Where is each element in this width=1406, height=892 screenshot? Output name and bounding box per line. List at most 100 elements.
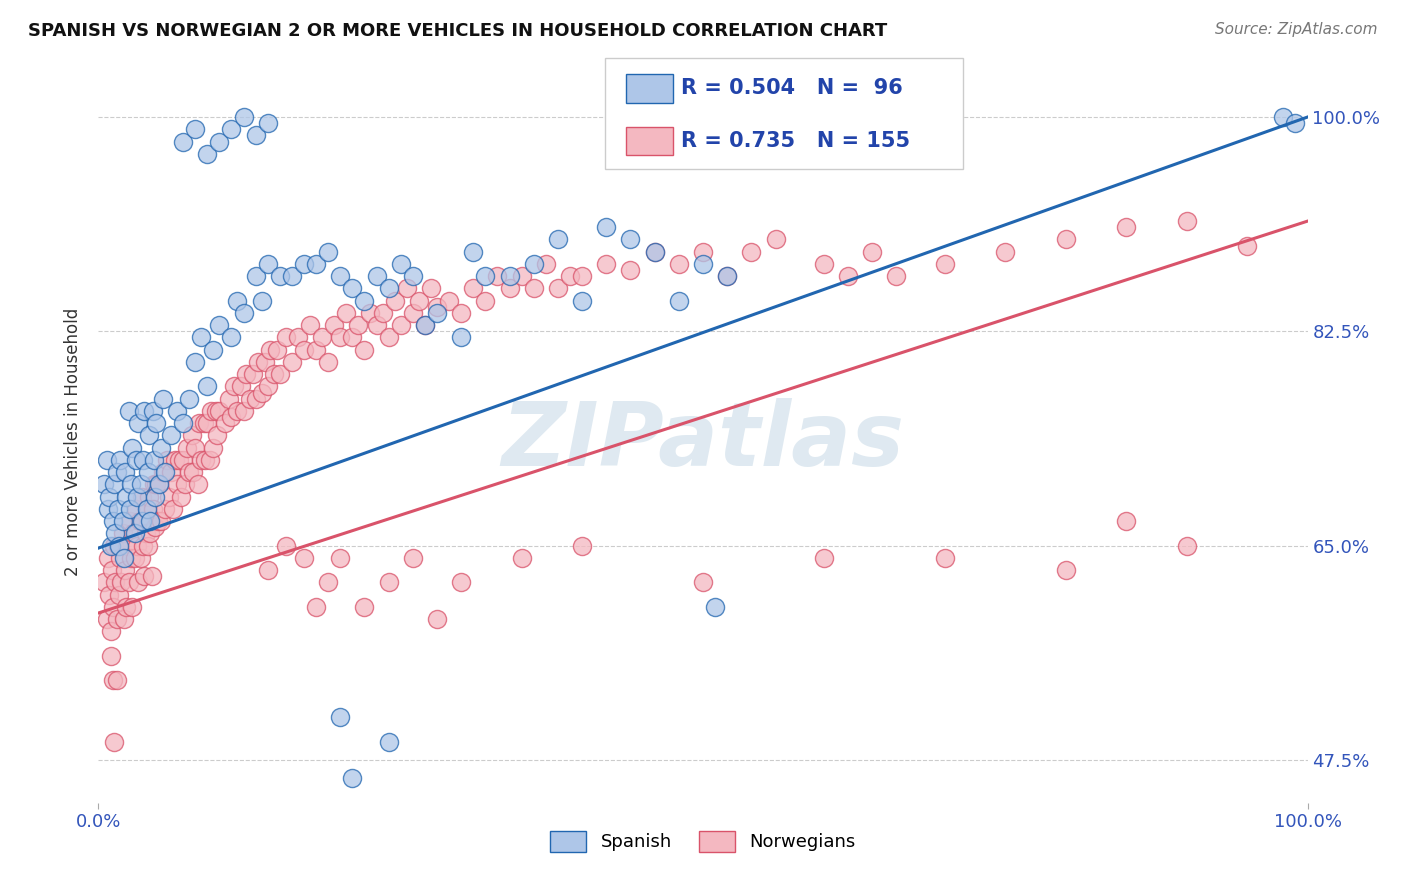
Point	[269, 367, 291, 381]
Point	[181, 465, 204, 479]
Point	[371, 306, 394, 320]
Point	[226, 404, 249, 418]
Point	[571, 269, 593, 284]
Point	[644, 244, 666, 259]
Point	[256, 379, 278, 393]
Point	[114, 465, 136, 479]
Point	[619, 232, 641, 246]
Point	[141, 569, 163, 583]
Point	[124, 526, 146, 541]
Text: ZIPatlas: ZIPatlas	[502, 398, 904, 485]
Point	[377, 281, 399, 295]
Point	[136, 465, 159, 479]
Point	[837, 269, 859, 284]
Point	[205, 428, 228, 442]
Point	[198, 453, 221, 467]
Point	[668, 293, 690, 308]
Point	[118, 514, 141, 528]
Point	[523, 257, 546, 271]
Legend: Spanish, Norwegians: Spanish, Norwegians	[543, 823, 863, 859]
Point	[184, 122, 207, 136]
Point	[121, 599, 143, 614]
Point	[156, 453, 179, 467]
Point	[281, 269, 304, 284]
Point	[134, 569, 156, 583]
Point	[107, 502, 129, 516]
Point	[142, 502, 165, 516]
Point	[226, 293, 249, 308]
Point	[292, 550, 315, 565]
Point	[107, 539, 129, 553]
Point	[474, 269, 496, 284]
Point	[263, 367, 285, 381]
Point	[269, 269, 291, 284]
Point	[138, 428, 160, 442]
Point	[994, 244, 1017, 259]
Point	[232, 110, 254, 124]
Point	[353, 343, 375, 357]
Point	[329, 330, 352, 344]
Point	[202, 343, 225, 357]
Point	[292, 343, 315, 357]
Point	[101, 514, 124, 528]
Point	[193, 416, 215, 430]
Point	[342, 281, 364, 295]
Point	[668, 257, 690, 271]
Point	[256, 257, 278, 271]
Point	[125, 502, 148, 516]
Point	[174, 477, 197, 491]
Point	[96, 612, 118, 626]
Point	[389, 318, 412, 333]
Point	[316, 355, 339, 369]
Point	[115, 599, 138, 614]
Point	[463, 281, 485, 295]
Point	[426, 306, 449, 320]
Point	[98, 588, 121, 602]
Point	[1175, 539, 1198, 553]
Point	[157, 490, 180, 504]
Point	[523, 281, 546, 295]
Point	[377, 330, 399, 344]
Point	[235, 367, 257, 381]
Point	[239, 392, 262, 406]
Text: SPANISH VS NORWEGIAN 2 OR MORE VEHICLES IN HOUSEHOLD CORRELATION CHART: SPANISH VS NORWEGIAN 2 OR MORE VEHICLES …	[28, 22, 887, 40]
Point	[127, 575, 149, 590]
Point	[740, 244, 762, 259]
Point	[129, 550, 152, 565]
Point	[329, 269, 352, 284]
Point	[450, 306, 472, 320]
Point	[353, 599, 375, 614]
Point	[245, 269, 267, 284]
Point	[184, 441, 207, 455]
Point	[110, 575, 132, 590]
Point	[595, 257, 617, 271]
Y-axis label: 2 or more Vehicles in Household: 2 or more Vehicles in Household	[65, 308, 83, 575]
Point	[132, 453, 155, 467]
Point	[558, 269, 581, 284]
Point	[112, 612, 135, 626]
Point	[120, 550, 142, 565]
Point	[208, 404, 231, 418]
Point	[129, 477, 152, 491]
Point	[111, 526, 134, 541]
Point	[335, 306, 357, 320]
Point	[450, 575, 472, 590]
Point	[134, 404, 156, 418]
Point	[153, 465, 176, 479]
Point	[1054, 563, 1077, 577]
Point	[150, 514, 173, 528]
Point	[402, 306, 425, 320]
Point	[166, 477, 188, 491]
Point	[179, 465, 201, 479]
Point	[218, 392, 240, 406]
Point	[316, 575, 339, 590]
Point	[486, 269, 509, 284]
Point	[221, 410, 243, 425]
Point	[200, 404, 222, 418]
Point	[125, 453, 148, 467]
Text: R = 0.735   N = 155: R = 0.735 N = 155	[681, 131, 910, 151]
Point	[402, 550, 425, 565]
Point	[245, 128, 267, 143]
Point	[547, 281, 569, 295]
Point	[163, 453, 186, 467]
